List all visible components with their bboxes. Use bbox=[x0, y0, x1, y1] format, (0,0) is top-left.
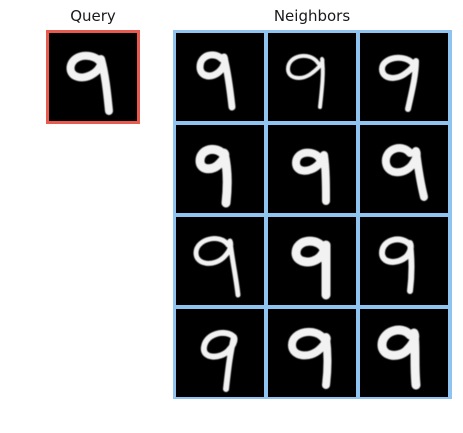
neighbor-digit-nine bbox=[288, 327, 332, 389]
neighbor-digit-nine bbox=[292, 148, 330, 205]
neighbor-image bbox=[268, 217, 356, 305]
neighbor-digit-nine bbox=[379, 54, 419, 112]
neighbor-digit-nine bbox=[291, 236, 331, 300]
query-title: Query bbox=[70, 7, 116, 25]
neighbor-image bbox=[268, 125, 356, 213]
query-digit-nine bbox=[66, 51, 113, 115]
neighbor-digit-nine bbox=[200, 329, 238, 392]
neighbor-digit-nine bbox=[381, 144, 428, 201]
neighbors-title: Neighbors bbox=[273, 7, 351, 25]
neighbor-digit-nine bbox=[193, 236, 241, 298]
neighbor-digit-nine bbox=[196, 51, 236, 111]
neighbors-grid bbox=[173, 30, 452, 399]
neighbor-image bbox=[176, 125, 264, 213]
neighbor-digit-nine bbox=[377, 325, 421, 390]
neighbor-image bbox=[360, 217, 448, 305]
neighbor-image bbox=[360, 125, 448, 213]
neighbor-digit-nine bbox=[286, 53, 325, 109]
neighbor-image bbox=[360, 309, 448, 397]
neighbor-digit-nine bbox=[195, 144, 232, 208]
neighbor-digit-nine bbox=[379, 236, 415, 294]
neighbor-image bbox=[176, 33, 264, 121]
neighbor-image bbox=[176, 217, 264, 305]
neighbor-image bbox=[176, 309, 264, 397]
query-image bbox=[46, 30, 140, 124]
neighbor-image bbox=[268, 33, 356, 121]
neighbor-image bbox=[360, 33, 448, 121]
neighbor-image bbox=[268, 309, 356, 397]
